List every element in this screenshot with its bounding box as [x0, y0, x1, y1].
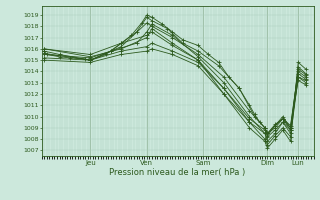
- X-axis label: Pression niveau de la mer( hPa ): Pression niveau de la mer( hPa ): [109, 168, 246, 177]
